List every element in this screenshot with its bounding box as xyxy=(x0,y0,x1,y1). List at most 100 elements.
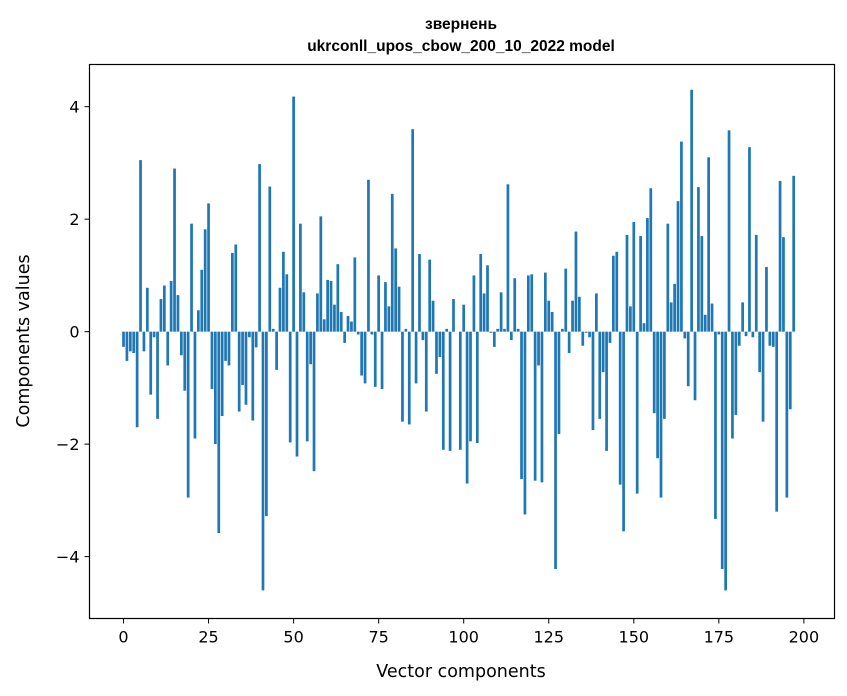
bar xyxy=(673,283,676,332)
bar xyxy=(231,252,234,332)
bar xyxy=(741,302,745,332)
bar xyxy=(278,287,282,332)
bar xyxy=(765,266,768,332)
bar xyxy=(179,331,183,356)
y-axis-label: Components values xyxy=(14,254,34,427)
bar xyxy=(758,331,762,373)
bar xyxy=(339,311,343,332)
bar xyxy=(448,331,452,451)
x-axis-ticks: 0 25 50 75 100 125 150 175 200 xyxy=(118,618,819,647)
x-tick-label: 50 xyxy=(283,628,303,647)
bar xyxy=(496,328,500,332)
bar xyxy=(435,331,438,374)
bar xyxy=(125,331,129,361)
bar xyxy=(322,319,326,332)
bar xyxy=(584,331,588,333)
bar xyxy=(122,331,125,347)
bar xyxy=(639,236,642,332)
bar xyxy=(608,331,612,343)
bar xyxy=(251,331,255,421)
plot-frame xyxy=(88,63,836,620)
bar xyxy=(775,331,779,512)
x-tick-label: 75 xyxy=(368,628,388,647)
bar xyxy=(720,331,724,570)
x-axis-label: Vector components xyxy=(376,662,545,682)
bar xyxy=(622,331,625,532)
bar xyxy=(176,295,180,332)
chart-title: звернень xyxy=(425,16,497,33)
bar xyxy=(615,251,619,332)
bar xyxy=(377,275,381,332)
bar xyxy=(421,331,425,341)
bar xyxy=(254,331,258,348)
bar xyxy=(499,292,503,332)
x-tick-label: 175 xyxy=(704,628,735,647)
bar xyxy=(370,331,374,335)
bar xyxy=(601,331,605,373)
bar xyxy=(530,274,534,332)
bar xyxy=(401,331,404,422)
bar xyxy=(543,272,547,332)
bar xyxy=(744,331,748,337)
bar xyxy=(533,331,537,481)
chart-subtitle: ukrconll_upos_cbow_200_10_2022 model xyxy=(307,38,615,55)
bar xyxy=(591,331,595,431)
bar xyxy=(567,331,571,354)
bar xyxy=(387,306,391,332)
bar xyxy=(700,236,704,332)
bar xyxy=(217,331,221,534)
bar xyxy=(669,302,673,332)
bar xyxy=(646,218,649,332)
bar xyxy=(295,331,299,457)
bar xyxy=(612,255,615,332)
bar xyxy=(142,331,146,352)
bar xyxy=(748,147,751,332)
bar xyxy=(707,157,710,332)
bar xyxy=(632,221,636,332)
bar xyxy=(336,264,340,332)
bar xyxy=(397,286,401,332)
bar xyxy=(333,304,336,332)
bar xyxy=(676,201,680,332)
bar xyxy=(598,331,602,419)
bar xyxy=(350,321,353,332)
bar xyxy=(428,259,432,332)
bar xyxy=(588,331,591,338)
x-tick-label: 100 xyxy=(448,628,479,647)
bar xyxy=(690,89,693,332)
x-tick-label: 25 xyxy=(198,628,218,647)
bar xyxy=(244,331,248,405)
bar xyxy=(686,331,690,387)
bar xyxy=(680,141,683,332)
bar xyxy=(571,300,574,332)
x-tick-label: 0 xyxy=(118,628,128,647)
y-tick-label: −4 xyxy=(56,548,80,567)
bar xyxy=(683,331,687,339)
bar xyxy=(734,331,738,415)
bar xyxy=(737,331,741,346)
bar xyxy=(486,265,489,332)
y-axis-ticks: −4 −2 0 2 4 xyxy=(56,98,90,567)
x-tick-label: 125 xyxy=(533,628,564,647)
bar xyxy=(316,293,319,332)
bar xyxy=(384,282,387,332)
bar xyxy=(506,184,510,332)
bar xyxy=(768,331,772,346)
y-tick-label: −2 xyxy=(56,435,80,454)
bar xyxy=(509,331,513,341)
bar xyxy=(458,331,462,450)
bar xyxy=(149,331,153,395)
bar xyxy=(265,331,268,517)
bar xyxy=(343,331,346,343)
bar xyxy=(792,175,796,332)
bar xyxy=(411,129,415,332)
bar xyxy=(697,187,700,332)
bar xyxy=(537,331,540,366)
bar xyxy=(353,257,357,332)
bar xyxy=(326,279,329,332)
bar xyxy=(367,179,370,332)
bar xyxy=(554,331,557,570)
x-tick-label: 150 xyxy=(619,628,650,647)
bar xyxy=(751,331,755,338)
bar xyxy=(241,331,244,386)
